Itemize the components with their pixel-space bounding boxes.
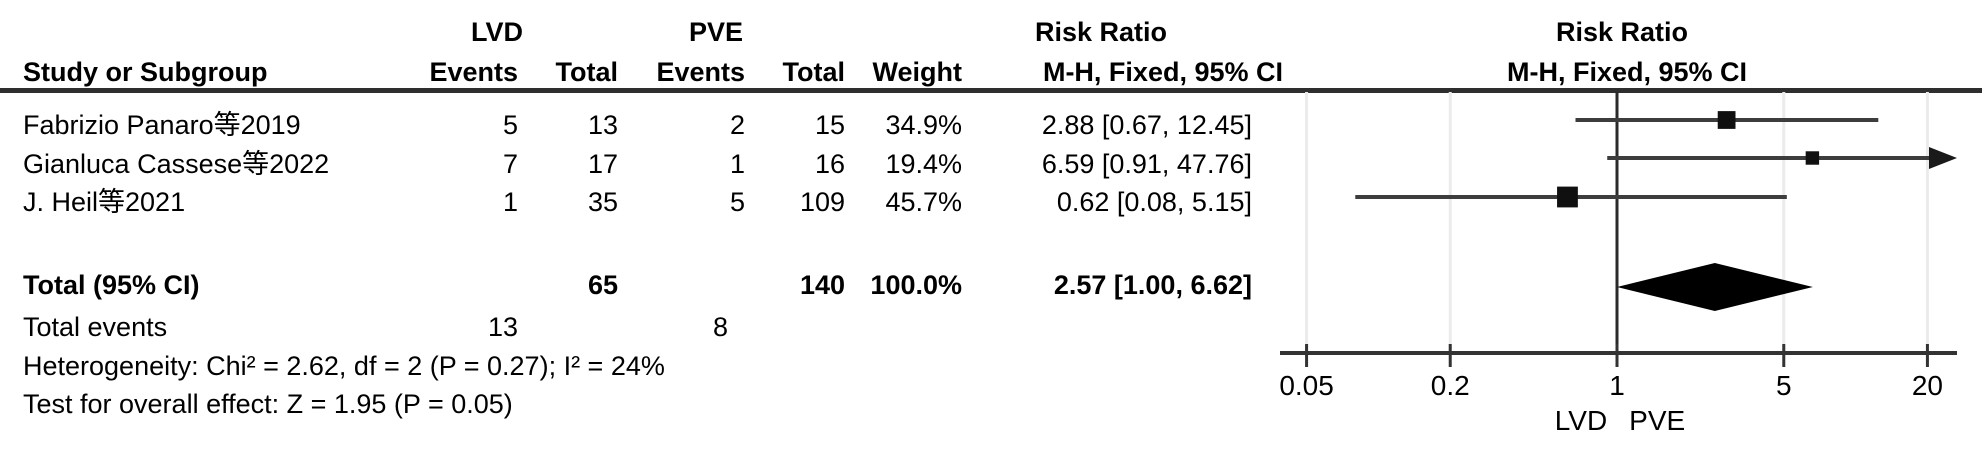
pve-events-cell: 1 xyxy=(729,149,745,179)
favours-left-label: LVD xyxy=(1554,405,1608,436)
group2-events-header: Events xyxy=(656,57,745,87)
lvd-total-cell: 35 xyxy=(587,187,618,217)
lvd-events-cell: 1 xyxy=(502,187,518,217)
study-column-header: Study or Subgroup xyxy=(23,57,268,87)
x-tick-label: 20 xyxy=(1912,370,1943,401)
table-mh-ci-header: M-H, Fixed, 95% CI xyxy=(1042,57,1283,87)
study-name-cell: Gianluca Cassese等2022 xyxy=(23,149,330,179)
rr-ci-cell: 0.62 [0.08, 5.15] xyxy=(1056,187,1252,217)
x-tick-label: 0.2 xyxy=(1431,370,1470,401)
total-events-label: Total events xyxy=(23,312,168,342)
ci-arrowhead xyxy=(1929,147,1957,169)
heterogeneity-text: Heterogeneity: Chi² = 2.62, df = 2 (P = … xyxy=(23,351,665,381)
group1-events-header: Events xyxy=(429,57,518,87)
lvd-total-cell: 17 xyxy=(587,149,618,179)
lvd-total-cell: 13 xyxy=(587,110,618,140)
pve-events-cell: 2 xyxy=(729,110,745,140)
pve-events-cell: 5 xyxy=(729,187,745,217)
total-pve-total: 140 xyxy=(799,270,845,300)
weight-column-header: Weight xyxy=(872,57,963,87)
study-name-cell: J. Heil等2021 xyxy=(23,187,186,217)
total-rr-ci: 2.57 [1.00, 6.62] xyxy=(1053,270,1252,300)
pve-total-cell: 15 xyxy=(814,110,845,140)
x-tick-label: 1 xyxy=(1609,370,1625,401)
effect-square xyxy=(1805,151,1820,165)
pve-total-cell: 109 xyxy=(799,187,845,217)
lvd-events-cell: 5 xyxy=(502,110,518,140)
group2-header: PVE xyxy=(688,17,744,47)
favours-right-label: PVE xyxy=(1629,405,1686,436)
total-events-pve: 8 xyxy=(712,312,728,342)
pve-total-cell: 16 xyxy=(814,149,845,179)
effect-square xyxy=(1557,186,1578,208)
plot-mh-ci-header: M-H, Fixed, 95% CI xyxy=(1506,57,1748,87)
rr-ci-cell: 6.59 [0.91, 47.76] xyxy=(1041,149,1252,179)
favours-labels: LVD PVE xyxy=(1450,404,1790,438)
rr-ci-cell: 2.88 [0.67, 12.45] xyxy=(1041,110,1252,140)
plot-effect-header: Risk Ratio xyxy=(1555,17,1689,47)
lvd-events-cell: 7 xyxy=(502,149,518,179)
weight-cell: 34.9% xyxy=(885,110,962,140)
study-name-cell: Fabrizio Panaro等2019 xyxy=(23,110,301,140)
group1-header: LVD xyxy=(471,17,523,47)
x-tick-label: 5 xyxy=(1776,370,1792,401)
header-rule xyxy=(0,88,1982,93)
group2-total-header: Total xyxy=(782,57,846,87)
total-row-label: Total (95% CI) xyxy=(23,270,200,300)
effect-square xyxy=(1717,111,1736,129)
weight-cell: 19.4% xyxy=(885,149,962,179)
total-weight: 100.0% xyxy=(870,270,962,300)
weight-cell: 45.7% xyxy=(885,187,962,217)
total-lvd-total: 65 xyxy=(587,270,618,300)
x-tick-label: 0.05 xyxy=(1279,370,1334,401)
overall-effect-text: Test for overall effect: Z = 1.95 (P = 0… xyxy=(23,389,513,419)
pooled-diamond xyxy=(1617,263,1813,311)
group1-total-header: Total xyxy=(555,57,619,87)
total-events-lvd: 13 xyxy=(487,312,518,342)
table-effect-header: Risk Ratio xyxy=(1034,17,1168,47)
